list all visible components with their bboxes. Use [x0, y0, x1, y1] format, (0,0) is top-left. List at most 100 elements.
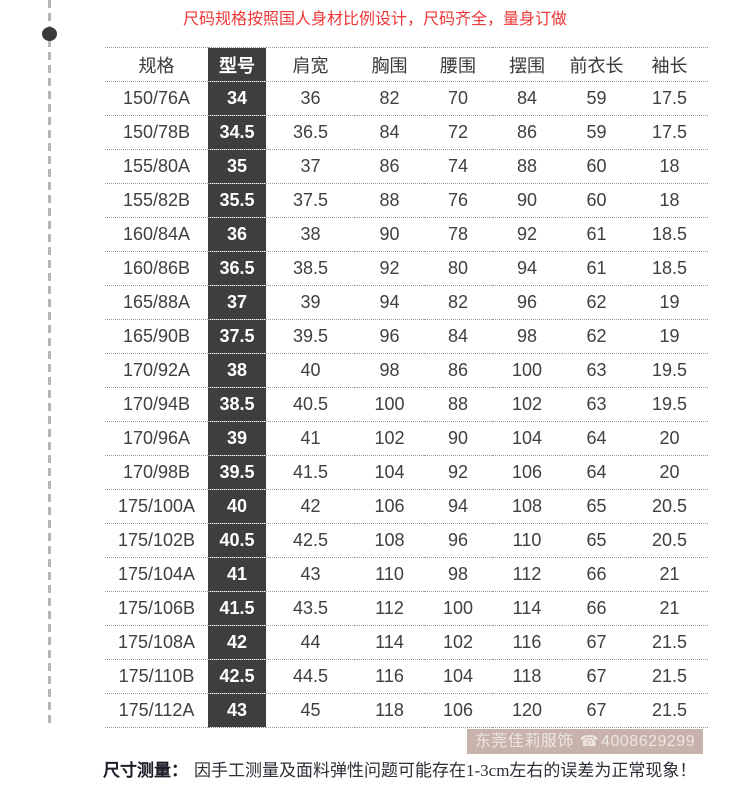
measure-cell: 76 [424, 183, 492, 218]
measure-cell: 88 [424, 387, 492, 422]
measure-cell: 17.5 [631, 81, 708, 116]
measure-cell: 90 [492, 183, 562, 218]
spec-cell: 160/84A [105, 217, 208, 252]
measure-cell: 43 [266, 557, 355, 592]
table-row: 165/88A 37 39 94 82 96 62 19 [105, 285, 708, 320]
table-row: 160/86B 36.5 38.5 92 80 94 61 18.5 [105, 251, 708, 286]
measure-cell: 40.5 [266, 387, 355, 422]
measure-cell: 60 [562, 149, 631, 184]
measure-cell: 100 [424, 591, 492, 626]
measure-cell: 38.5 [266, 251, 355, 286]
spec-cell: 165/88A [105, 285, 208, 320]
spec-cell: 150/76A [105, 81, 208, 116]
measure-cell: 61 [562, 217, 631, 252]
measure-cell: 36 [266, 81, 355, 116]
measure-cell: 96 [355, 319, 424, 354]
measure-cell: 40 [266, 353, 355, 388]
column-header-chest: 胸围 [355, 47, 424, 82]
dashed-guide-line [48, 0, 51, 723]
footnote-label: 尺寸测量： [103, 761, 188, 780]
table-row: 150/78B 34.5 36.5 84 72 86 59 17.5 [105, 115, 708, 150]
measure-cell: 66 [562, 591, 631, 626]
table-header-row: 规格 型号 肩宽 胸围 腰围 摆围 前衣长 袖长 [105, 47, 708, 82]
footnote: 尺寸测量： 因手工测量及面料弹性问题可能存在1-3cm左右的误差为正常现象！ [103, 760, 723, 782]
spec-cell: 170/96A [105, 421, 208, 456]
spec-cell: 175/104A [105, 557, 208, 592]
measure-cell: 42 [266, 489, 355, 524]
measure-cell: 94 [424, 489, 492, 524]
measure-cell: 63 [562, 387, 631, 422]
watermark: 东莞佳莉服饰 ☎ 4008629299 [467, 729, 703, 754]
measure-cell: 39.5 [266, 319, 355, 354]
spec-cell: 160/86B [105, 251, 208, 286]
measure-cell: 106 [355, 489, 424, 524]
measure-cell: 86 [424, 353, 492, 388]
column-header-waist: 腰围 [424, 47, 492, 82]
measure-cell: 44 [266, 625, 355, 660]
measure-cell: 67 [562, 625, 631, 660]
model-cell: 40 [208, 489, 266, 524]
model-cell: 37 [208, 285, 266, 320]
measure-cell: 36.5 [266, 115, 355, 150]
measure-cell: 88 [355, 183, 424, 218]
measure-cell: 19.5 [631, 387, 708, 422]
measure-cell: 100 [355, 387, 424, 422]
measure-cell: 20 [631, 455, 708, 490]
measure-cell: 66 [562, 557, 631, 592]
measure-cell: 114 [355, 625, 424, 660]
measure-cell: 98 [492, 319, 562, 354]
measure-cell: 20 [631, 421, 708, 456]
measure-cell: 116 [355, 659, 424, 694]
measure-cell: 118 [355, 693, 424, 728]
measure-cell: 39 [266, 285, 355, 320]
measure-cell: 102 [424, 625, 492, 660]
phone-icon: ☎ [579, 733, 600, 750]
measure-cell: 84 [424, 319, 492, 354]
measure-cell: 100 [492, 353, 562, 388]
measure-cell: 112 [492, 557, 562, 592]
measure-cell: 18.5 [631, 217, 708, 252]
measure-cell: 82 [355, 81, 424, 116]
measure-cell: 59 [562, 115, 631, 150]
measure-cell: 21 [631, 557, 708, 592]
spec-cell: 170/92A [105, 353, 208, 388]
model-cell: 34 [208, 81, 266, 116]
measure-cell: 108 [492, 489, 562, 524]
spec-cell: 170/94B [105, 387, 208, 422]
model-cell: 42 [208, 625, 266, 660]
measure-cell: 67 [562, 659, 631, 694]
measure-cell: 20.5 [631, 523, 708, 558]
column-header-hem: 摆围 [492, 47, 562, 82]
measure-cell: 18 [631, 149, 708, 184]
footnote-text: 因手工测量及面料弹性问题可能存在1-3cm左右的误差为正常现象！ [194, 761, 697, 780]
measure-cell: 42.5 [266, 523, 355, 558]
model-cell: 39 [208, 421, 266, 456]
measure-cell: 19 [631, 285, 708, 320]
measure-cell: 59 [562, 81, 631, 116]
table-row: 170/98B 39.5 41.5 104 92 106 64 20 [105, 455, 708, 490]
measure-cell: 70 [424, 81, 492, 116]
measure-cell: 110 [492, 523, 562, 558]
measure-cell: 65 [562, 489, 631, 524]
model-cell: 40.5 [208, 523, 266, 558]
spec-cell: 175/110B [105, 659, 208, 694]
measure-cell: 60 [562, 183, 631, 218]
measure-cell: 18.5 [631, 251, 708, 286]
measure-cell: 65 [562, 523, 631, 558]
measure-cell: 64 [562, 455, 631, 490]
measure-cell: 86 [355, 149, 424, 184]
spec-cell: 155/80A [105, 149, 208, 184]
measure-cell: 80 [424, 251, 492, 286]
page-title: 尺码规格按照国人身材比例设计，尺码齐全，量身订做 [182, 11, 567, 28]
column-header-shoulder: 肩宽 [266, 47, 355, 82]
measure-cell: 67 [562, 693, 631, 728]
measure-cell: 90 [355, 217, 424, 252]
measure-cell: 110 [355, 557, 424, 592]
measure-cell: 82 [424, 285, 492, 320]
table-row: 160/84A 36 38 90 78 92 61 18.5 [105, 217, 708, 252]
measure-cell: 92 [355, 251, 424, 286]
measure-cell: 94 [492, 251, 562, 286]
spec-cell: 175/112A [105, 693, 208, 728]
table-row: 165/90B 37.5 39.5 96 84 98 62 19 [105, 319, 708, 354]
measure-cell: 38 [266, 217, 355, 252]
